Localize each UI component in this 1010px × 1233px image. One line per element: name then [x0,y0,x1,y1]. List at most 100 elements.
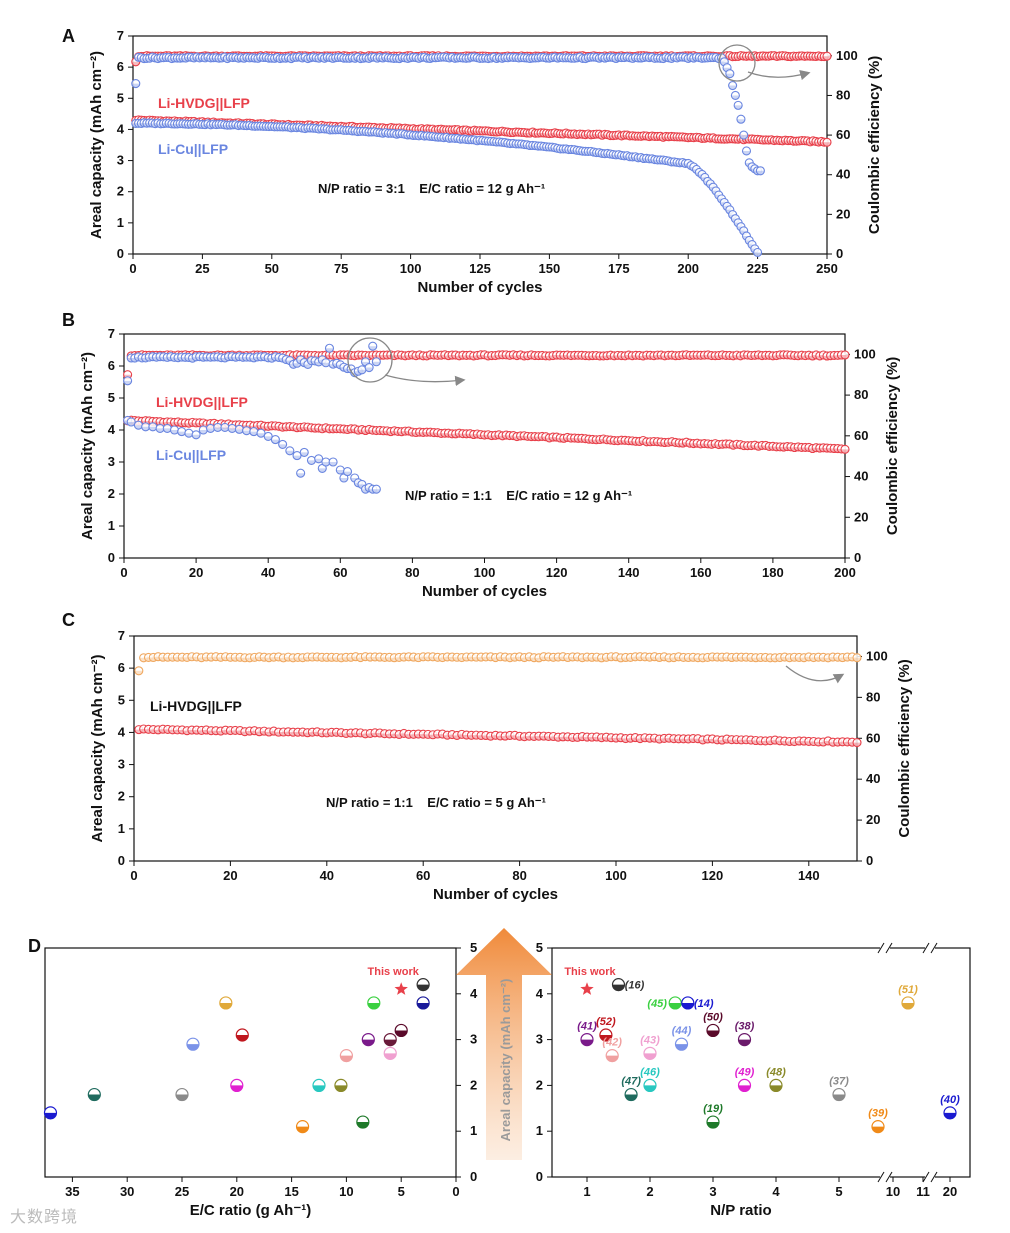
panel-d-right-ytick-label: 3 [536,1032,543,1047]
data-point-fill [823,142,831,147]
panel-a-ytick-label: 7 [117,28,124,43]
panel-a-conditions: N/P ratio = 3:1 E/C ratio = 12 g Ah⁻¹ [318,181,545,196]
literature-point [175,1087,189,1102]
panel-d-left-frame [44,947,457,1178]
literature-point [383,1032,397,1047]
panel-c-y2tick-label: 60 [866,730,880,745]
data-point-fill [725,73,734,78]
panel-a-xtick-label: 200 [677,261,699,276]
panel-a-xtick-label: 125 [469,261,491,276]
panel-d-left-ytick-label: 5 [470,940,477,955]
panel-d-left-xlabel: E/C ratio (g Ah⁻¹) [190,1202,312,1219]
literature-point [43,1106,58,1120]
panel-a-ytick-label: 1 [117,215,124,230]
data-point [741,146,752,156]
panel-d-left-ytick-label: 0 [470,1169,477,1184]
panel-d-right-xlabel: N/P ratio [710,1202,771,1219]
panel-d-left-xtick-label: 35 [65,1184,79,1199]
panel-d-left-chart: 35 30 25 20 15 10 5 00 1 2 3 4 5 E/C ratio (g Ah⁻¹) Th… [43,940,478,1219]
panel-c-y2label: Coulombic efficiency (%) [896,659,913,837]
watermark: 大数跨境 [10,1209,79,1226]
data-point-fill [753,252,762,257]
literature-point [580,1032,594,1047]
marker-fill [88,1094,101,1101]
panel-c-xtick-label: 0 [130,868,137,883]
panel-a-xtick-label: 100 [400,261,422,276]
panel-d-right-xtick-label: 4 [772,1184,780,1199]
panel-a-arrow [747,70,811,81]
panel-b-xtick-label: 120 [546,565,568,580]
data-point-fill [756,170,765,175]
panel-c-xtick-label: 120 [702,868,724,883]
literature-point [339,1049,353,1063]
literature-point [832,1087,846,1102]
marker-fill [738,1085,751,1092]
this-work-label: This work [564,966,616,978]
marker-fill [644,1053,656,1060]
panel-a-ytick-label: 0 [117,246,124,261]
literature-point [681,996,695,1010]
panel-b-xtick-label: 200 [834,565,856,580]
literature-point [295,1120,310,1134]
data-point [736,114,746,124]
data-point [822,137,832,147]
marker-fill [707,1030,719,1037]
panel-b-ytick-label: 3 [108,454,115,469]
panel-c-ylabel: Areal capacity (mAh cm⁻²) [89,655,106,843]
marker-fill [296,1126,309,1133]
panel-a-xtick-label: 150 [539,261,561,276]
literature-point [674,1037,689,1051]
data-point [728,80,738,91]
marker-fill [612,984,625,991]
marker-fill [367,1002,380,1009]
panel-a-ytick-label: 3 [117,153,124,168]
panel-d-left-ytick-label: 1 [470,1123,477,1138]
panel-c-ytick-label: 2 [118,789,125,804]
panel-a-ce-highlight [718,44,756,82]
literature-point [643,1078,657,1093]
panel-d-right-xtick-label: 2 [646,1184,653,1199]
panel-d-left-xtick-label: 15 [284,1184,298,1199]
data-point [755,166,765,176]
panel-b-xtick-label: 80 [405,565,419,580]
panel-b-xtick-label: 100 [474,565,496,580]
literature-point [235,1028,249,1042]
panel-d-left-xtick-label: 10 [339,1184,353,1199]
panel-c-series-1 [134,652,862,676]
panel-b-label-cu: Li-Cu||LFP [156,447,226,463]
literature-point [312,1078,326,1093]
panel-b-ytick-label: 0 [108,550,115,565]
panel-a-ytick-label: 2 [117,184,124,199]
marker-fill [417,1002,430,1009]
panel-b-xtick-label: 40 [261,565,275,580]
panel-d-right-xtick-label: 3 [709,1184,716,1199]
literature-point [624,1087,638,1102]
panel-letter-c: C [62,610,75,630]
panel-b-ytick-label: 7 [108,326,115,341]
panel-b-xtick-label: 160 [690,565,712,580]
marker-fill [417,984,430,991]
literature-point [769,1078,783,1093]
marker-fill [236,1035,249,1042]
marker-fill [44,1112,57,1119]
panel-a-y2tick-label: 40 [836,167,850,182]
literature-point [356,1115,370,1129]
panel-b-xtick-label: 20 [189,565,203,580]
literature-point [367,996,381,1010]
literature-point [416,996,430,1010]
panel-c-y2tick-label: 100 [866,648,888,663]
data-point-fill [131,61,140,66]
literature-point [943,1106,957,1120]
panel-a-ytick-label: 6 [117,59,124,74]
marker-fill [186,1044,199,1051]
panel-b-ytick-label: 4 [108,422,116,437]
panel-b-xtick-label: 0 [120,565,127,580]
panel-d-right-xtick-label: 5 [835,1184,842,1199]
panel-a-ytick-label: 4 [117,121,125,136]
panel-b-y2label: Coulombic efficiency (%) [884,357,901,535]
panel-c-ytick-label: 4 [118,724,126,739]
panel-b-chart: 0 20 40 60 80 100 120 140 160 180 2000123456702040… [79,326,901,600]
literature-point [706,1023,720,1038]
